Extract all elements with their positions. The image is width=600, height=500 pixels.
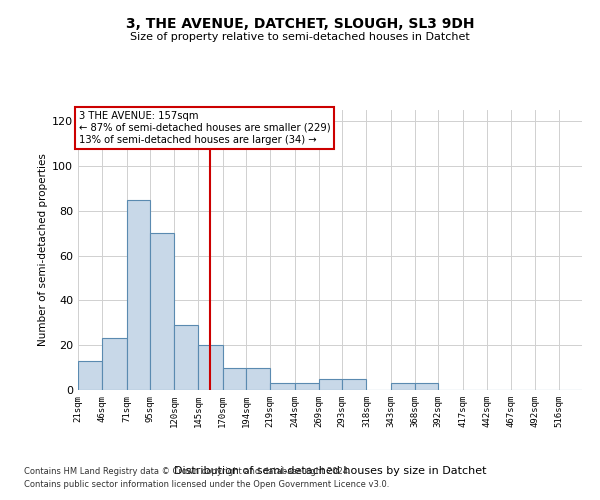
Bar: [150, 233, 174, 390]
Bar: [223, 368, 246, 390]
Bar: [295, 384, 319, 390]
Bar: [319, 379, 342, 390]
Text: Size of property relative to semi-detached houses in Datchet: Size of property relative to semi-detach…: [130, 32, 470, 42]
Bar: [270, 384, 295, 390]
Bar: [342, 379, 367, 390]
Bar: [127, 200, 150, 390]
Bar: [415, 384, 438, 390]
Text: 3, THE AVENUE, DATCHET, SLOUGH, SL3 9DH: 3, THE AVENUE, DATCHET, SLOUGH, SL3 9DH: [126, 18, 474, 32]
Bar: [174, 325, 199, 390]
Bar: [102, 338, 127, 390]
Bar: [199, 345, 223, 390]
Text: Contains HM Land Registry data © Crown copyright and database right 2024.: Contains HM Land Registry data © Crown c…: [24, 467, 350, 476]
Bar: [78, 361, 102, 390]
Bar: [246, 368, 270, 390]
Bar: [391, 384, 415, 390]
Y-axis label: Number of semi-detached properties: Number of semi-detached properties: [38, 154, 48, 346]
X-axis label: Distribution of semi-detached houses by size in Datchet: Distribution of semi-detached houses by …: [174, 466, 486, 476]
Text: Contains public sector information licensed under the Open Government Licence v3: Contains public sector information licen…: [24, 480, 389, 489]
Text: 3 THE AVENUE: 157sqm
← 87% of semi-detached houses are smaller (229)
13% of semi: 3 THE AVENUE: 157sqm ← 87% of semi-detac…: [79, 112, 330, 144]
